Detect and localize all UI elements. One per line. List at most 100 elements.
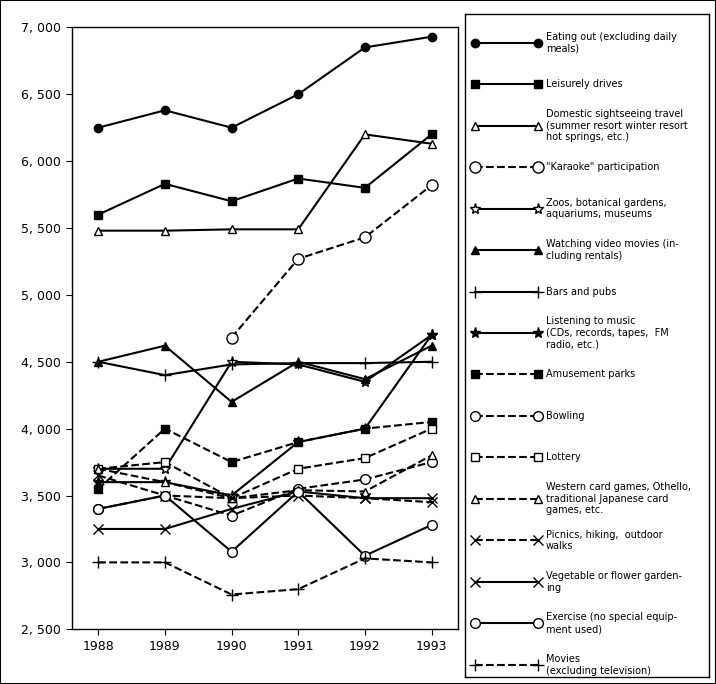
- Picnics, hiking,  outdoor
walks: [160, 491, 169, 499]
- Text: Picnics, hiking,  outdoor
walks: Picnics, hiking, outdoor walks: [546, 529, 662, 551]
- Western card games, Othello,
traditional Japanese card
games, etc.: [227, 494, 236, 502]
- Zoos, botanical gardens,
aquariums, museums: [361, 378, 369, 386]
- Picnics, hiking,  outdoor
walks: [227, 494, 236, 502]
- Bars and pubs: [361, 359, 369, 367]
- Bowling: [361, 475, 369, 484]
- Listening to music
(CDs, records, tapes,  FM
radio, etc.): [361, 425, 369, 433]
- Line: Watching video movies (in-
cluding rentals): Watching video movies (in- cluding renta…: [94, 341, 436, 406]
- Leisurely drives: [361, 184, 369, 192]
- Watching video movies (in-
cluding rentals): [294, 358, 303, 366]
- Leisurely drives: [294, 174, 303, 183]
- Text: Bars and pubs: Bars and pubs: [546, 287, 616, 296]
- Vegetable or flower garden-
ing: [94, 525, 102, 533]
- Text: Western card games, Othello,
traditional Japanese card
games, etc.: Western card games, Othello, traditional…: [546, 482, 691, 516]
- Text: Eating out (excluding daily
meals): Eating out (excluding daily meals): [546, 32, 677, 53]
- Movies
(excluding television): [94, 558, 102, 566]
- Eating out (excluding daily
meals): [427, 33, 436, 41]
- Domestic sightseeing travel
(summer resort winter resort
hot springs, etc.): [160, 226, 169, 235]
- Movies
(excluding television): [361, 554, 369, 562]
- Line: Eating out (excluding daily
meals): Eating out (excluding daily meals): [94, 33, 436, 132]
- Domestic sightseeing travel
(summer resort winter resort
hot springs, etc.): [427, 140, 436, 148]
- Eating out (excluding daily
meals): [227, 124, 236, 132]
- Watching video movies (in-
cluding rentals): [94, 358, 102, 366]
- Western card games, Othello,
traditional Japanese card
games, etc.: [294, 486, 303, 495]
- Line: Movies
(excluding television): Movies (excluding television): [92, 553, 437, 600]
- Domestic sightseeing travel
(summer resort winter resort
hot springs, etc.): [227, 225, 236, 233]
- Exercise (no special equip-
ment used): [427, 521, 436, 529]
- Listening to music
(CDs, records, tapes,  FM
radio, etc.): [160, 478, 169, 486]
- Watching video movies (in-
cluding rentals): [227, 398, 236, 406]
- Lottery: [160, 458, 169, 466]
- Text: Lottery: Lottery: [546, 452, 581, 462]
- Vegetable or flower garden-
ing: [160, 525, 169, 533]
- Western card games, Othello,
traditional Japanese card
games, etc.: [94, 464, 102, 473]
- Line: Leisurely drives: Leisurely drives: [94, 130, 436, 219]
- Exercise (no special equip-
ment used): [294, 488, 303, 496]
- Movies
(excluding television): [160, 558, 169, 566]
- Exercise (no special equip-
ment used): [160, 491, 169, 499]
- Line: Exercise (no special equip-
ment used): Exercise (no special equip- ment used): [93, 486, 437, 561]
- Vegetable or flower garden-
ing: [294, 488, 303, 496]
- Line: "Karaoke" participation: "Karaoke" participation: [226, 180, 437, 343]
- Bars and pubs: [294, 359, 303, 367]
- Zoos, botanical gardens,
aquariums, museums: [94, 464, 102, 473]
- "Karaoke" participation: [427, 181, 436, 189]
- Line: Zoos, botanical gardens,
aquariums, museums: Zoos, botanical gardens, aquariums, muse…: [92, 330, 437, 474]
- Domestic sightseeing travel
(summer resort winter resort
hot springs, etc.): [94, 226, 102, 235]
- Vegetable or flower garden-
ing: [227, 505, 236, 513]
- Western card games, Othello,
traditional Japanese card
games, etc.: [160, 478, 169, 486]
- Lottery: [227, 494, 236, 502]
- Amusement parks: [294, 438, 303, 446]
- Leisurely drives: [94, 211, 102, 219]
- Text: Movies
(excluding television): Movies (excluding television): [546, 654, 651, 676]
- Text: Watching video movies (in-
cluding rentals): Watching video movies (in- cluding renta…: [546, 239, 679, 261]
- Leisurely drives: [227, 197, 236, 205]
- Text: Vegetable or flower garden-
ing: Vegetable or flower garden- ing: [546, 571, 682, 592]
- Line: Vegetable or flower garden-
ing: Vegetable or flower garden- ing: [93, 486, 437, 534]
- Leisurely drives: [160, 180, 169, 188]
- Exercise (no special equip-
ment used): [361, 551, 369, 560]
- Zoos, botanical gardens,
aquariums, museums: [227, 358, 236, 366]
- Text: Bowling: Bowling: [546, 411, 584, 421]
- Line: Bars and pubs: Bars and pubs: [92, 356, 437, 381]
- Listening to music
(CDs, records, tapes,  FM
radio, etc.): [294, 438, 303, 446]
- Bowling: [294, 485, 303, 493]
- Eating out (excluding daily
meals): [361, 43, 369, 51]
- Line: Western card games, Othello,
traditional Japanese card
games, etc.: Western card games, Othello, traditional…: [94, 451, 436, 502]
- Vegetable or flower garden-
ing: [361, 494, 369, 502]
- Text: Domestic sightseeing travel
(summer resort winter resort
hot springs, etc.): Domestic sightseeing travel (summer reso…: [546, 109, 687, 142]
- Picnics, hiking,  outdoor
walks: [294, 491, 303, 499]
- Movies
(excluding television): [227, 590, 236, 598]
- Leisurely drives: [427, 130, 436, 138]
- Text: "Karaoke" participation: "Karaoke" participation: [546, 162, 659, 172]
- Domestic sightseeing travel
(summer resort winter resort
hot springs, etc.): [294, 225, 303, 233]
- Domestic sightseeing travel
(summer resort winter resort
hot springs, etc.): [361, 130, 369, 138]
- Listening to music
(CDs, records, tapes,  FM
radio, etc.): [227, 491, 236, 499]
- Bars and pubs: [227, 360, 236, 369]
- Bowling: [160, 491, 169, 499]
- Watching video movies (in-
cluding rentals): [361, 375, 369, 383]
- Lottery: [294, 464, 303, 473]
- Western card games, Othello,
traditional Japanese card
games, etc.: [361, 488, 369, 496]
- Eating out (excluding daily
meals): [294, 90, 303, 98]
- Watching video movies (in-
cluding rentals): [427, 341, 436, 350]
- Picnics, hiking,  outdoor
walks: [361, 494, 369, 502]
- "Karaoke" participation: [227, 334, 236, 342]
- Bowling: [227, 512, 236, 520]
- Western card games, Othello,
traditional Japanese card
games, etc.: [427, 451, 436, 460]
- Line: Lottery: Lottery: [94, 425, 436, 502]
- Text: Listening to music
(CDs, records, tapes,  FM
radio, etc.): Listening to music (CDs, records, tapes,…: [546, 317, 669, 350]
- Line: Listening to music
(CDs, records, tapes,  FM
radio, etc.): Listening to music (CDs, records, tapes,…: [92, 330, 437, 501]
- Bars and pubs: [160, 371, 169, 379]
- Watching video movies (in-
cluding rentals): [160, 341, 169, 350]
- Eating out (excluding daily
meals): [94, 124, 102, 132]
- Line: Domestic sightseeing travel
(summer resort winter resort
hot springs, etc.): Domestic sightseeing travel (summer reso…: [94, 130, 436, 235]
- Exercise (no special equip-
ment used): [94, 505, 102, 513]
- Text: Exercise (no special equip-
ment used): Exercise (no special equip- ment used): [546, 612, 677, 634]
- Line: Amusement parks: Amusement parks: [94, 418, 436, 493]
- Picnics, hiking,  outdoor
walks: [427, 498, 436, 506]
- Exercise (no special equip-
ment used): [227, 548, 236, 556]
- Bars and pubs: [427, 358, 436, 366]
- Zoos, botanical gardens,
aquariums, museums: [427, 331, 436, 339]
- Text: Leisurely drives: Leisurely drives: [546, 79, 622, 89]
